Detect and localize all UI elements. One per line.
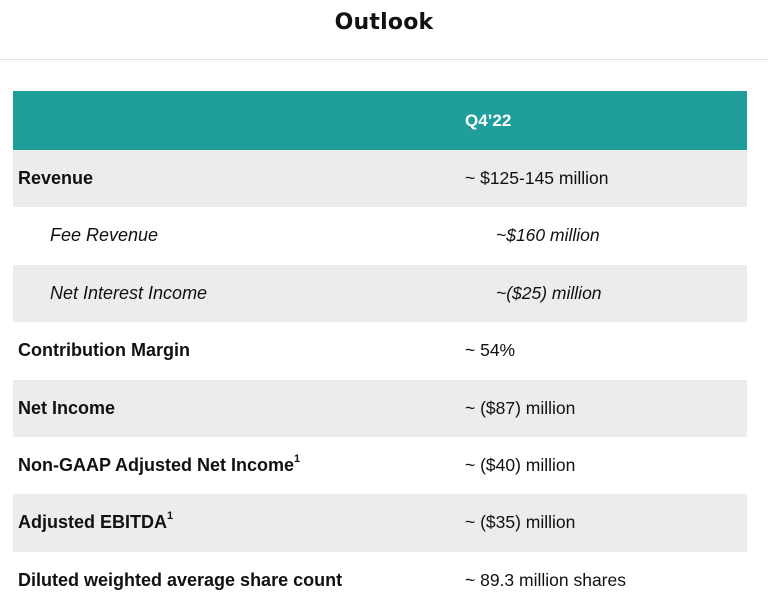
- row-label-with-footnote: Adjusted EBITDA1: [18, 494, 173, 551]
- row-value: ~ 89.3 million shares: [465, 569, 626, 590]
- row-label: Contribution Margin: [18, 340, 190, 361]
- row-value: ~ $125-145 million: [465, 168, 609, 188]
- footnote-marker: 1: [294, 452, 301, 465]
- table-row-net-interest-income: Net Interest Income ~($25) million: [13, 264, 747, 323]
- page-title: Outlook: [334, 10, 434, 35]
- row-label: Net Income: [18, 397, 116, 418]
- table-row-adjusted-ebitda: Adjusted EBITDA1 ~ ($35) million: [13, 494, 747, 552]
- title-bar: Outlook: [0, 0, 768, 60]
- row-label: Revenue: [18, 168, 94, 188]
- row-value: ~ ($40) million: [465, 454, 576, 475]
- row-value: ~($25) million: [496, 282, 602, 303]
- table-row-revenue: Revenue ~ $125-145 million: [13, 150, 747, 208]
- row-value: ~ ($87) million: [465, 397, 576, 418]
- column-header-q4-22: Q4’22: [465, 111, 512, 130]
- outlook-table: Q4’22 Revenue ~ $125-145 million Fee Rev…: [13, 91, 747, 602]
- table-row-fee-revenue: Fee Revenue ~$160 million: [13, 207, 747, 264]
- table-header-row: Q4’22: [13, 91, 747, 150]
- row-value: ~ ($35) million: [465, 512, 576, 533]
- row-label: Fee Revenue: [50, 225, 159, 246]
- row-value: ~ 54%: [465, 340, 516, 361]
- table-row-contribution-margin: Contribution Margin ~ 54%: [13, 322, 747, 379]
- table-row-non-gaap-adjusted-net-income: Non-GAAP Adjusted Net Income1 ~ ($40) mi…: [13, 437, 747, 494]
- row-label: Adjusted EBITDA: [18, 512, 168, 533]
- row-label-with-footnote: Non-GAAP Adjusted Net Income1: [18, 437, 300, 494]
- table-row-diluted-share-count: Diluted weighted average share count ~ 8…: [13, 552, 747, 602]
- footnote-marker: 1: [167, 510, 174, 523]
- table-row-net-income: Net Income ~ ($87) million: [13, 379, 747, 437]
- row-value: ~$160 million: [496, 225, 600, 246]
- row-label: Net Interest Income: [50, 282, 208, 303]
- row-label: Diluted weighted average share count: [18, 569, 343, 590]
- row-label: Non-GAAP Adjusted Net Income: [18, 454, 295, 475]
